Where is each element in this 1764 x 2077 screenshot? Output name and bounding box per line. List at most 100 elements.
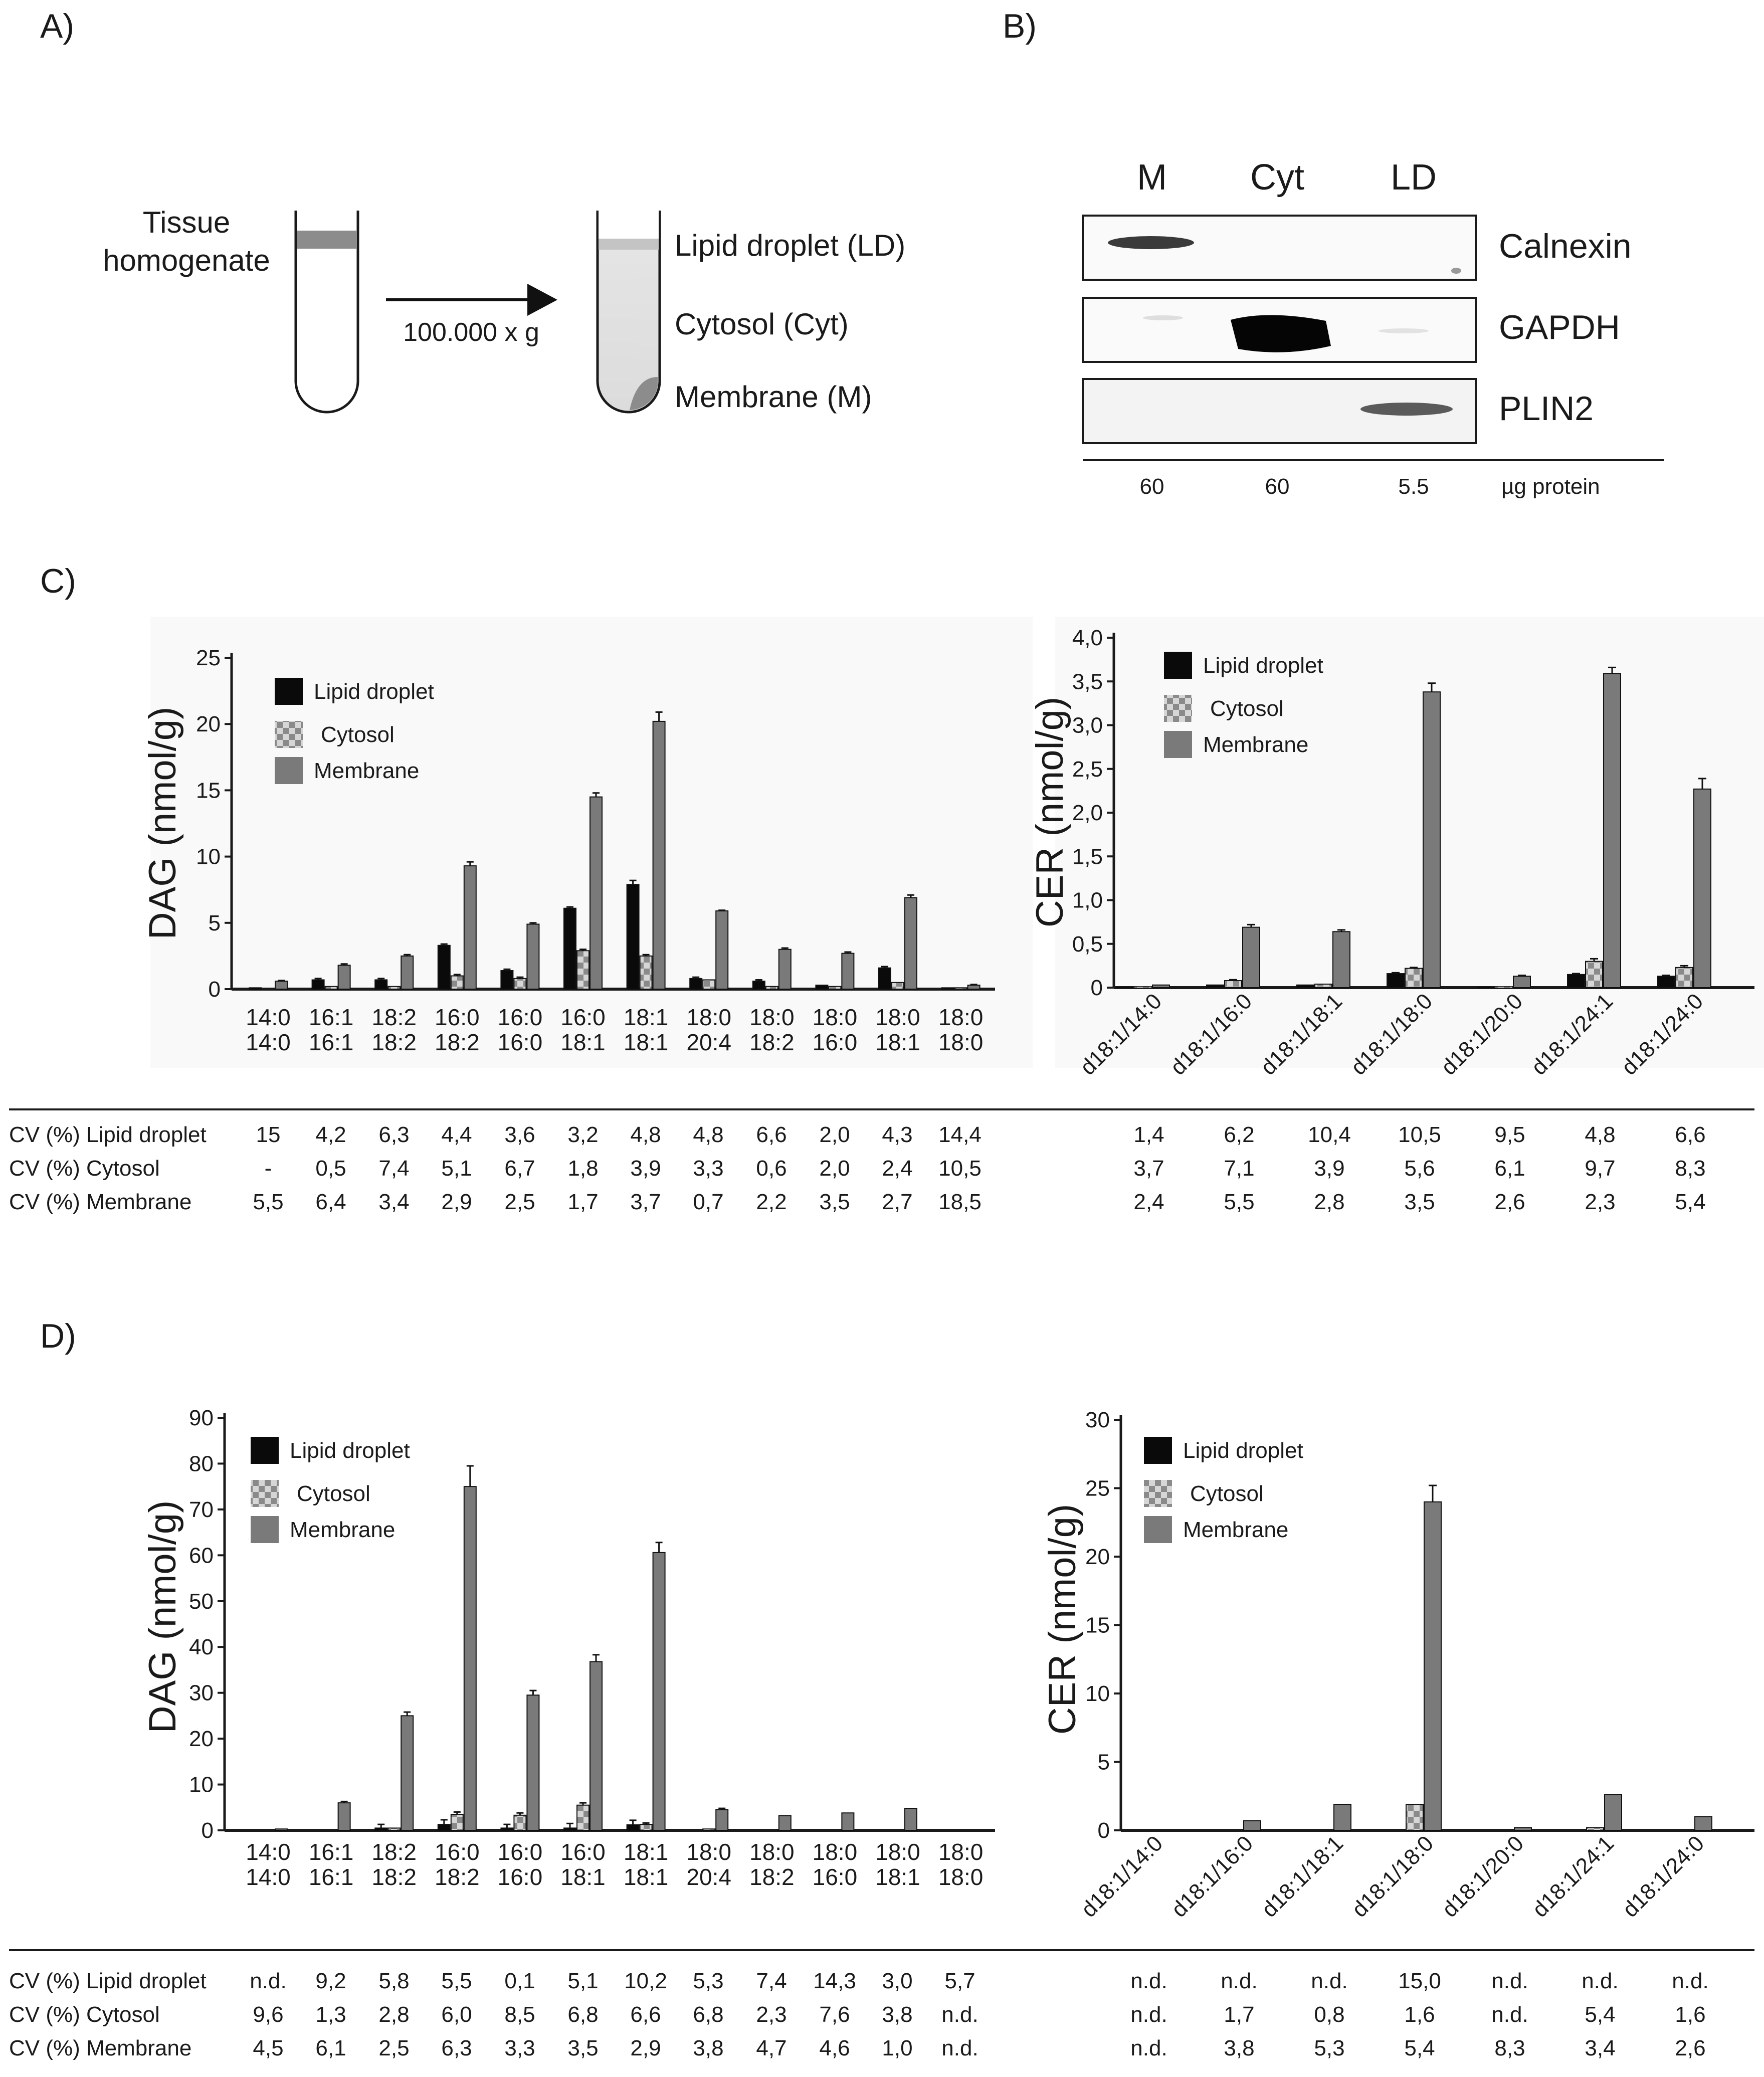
bar-membrane	[275, 981, 288, 990]
cv-value: 5,1	[567, 1969, 598, 1993]
bar-cytosol	[828, 986, 842, 990]
cv-value: 9,2	[315, 1969, 346, 1993]
cv-value: 6,6	[630, 2002, 661, 2027]
bar-membrane	[1603, 673, 1621, 989]
bar-cytosol	[1314, 984, 1332, 989]
bar-membrane	[1513, 976, 1531, 988]
bar-membrane	[841, 953, 855, 990]
bar-cytosol	[576, 1804, 590, 1831]
lane-label-cyt: Cyt	[1250, 157, 1304, 198]
bar-membrane	[463, 1486, 477, 1831]
bar-cytosol	[639, 955, 653, 990]
panel-b-western-blot: M Cyt LD Calnexin GAPDH PLIN2 60 60 5.5 …	[1082, 157, 1664, 499]
cv-value: 6,2	[1224, 1122, 1254, 1147]
x-tick-label: 16:1	[309, 1004, 354, 1030]
blot-plin2	[1082, 378, 1477, 444]
bar-membrane	[401, 955, 414, 990]
bar-membrane	[526, 923, 540, 990]
bar-lipid-droplet	[563, 1827, 576, 1831]
bar-membrane	[1604, 1794, 1622, 1831]
bar-lipid-droplet	[941, 987, 954, 990]
legend-swatch	[1144, 1437, 1172, 1464]
cv-value: 3,8	[882, 2002, 912, 2027]
cv-value: 1,4	[1133, 1122, 1164, 1147]
y-tick-label: 0,5	[1072, 932, 1103, 957]
cv-value: 2,7	[882, 1190, 912, 1214]
cv-value: 4,6	[819, 2036, 850, 2060]
legend-swatch	[1164, 652, 1192, 679]
bar-membrane	[1423, 691, 1441, 988]
cv-value: 3,5	[1404, 1190, 1435, 1214]
cv-value: 4,8	[1585, 1122, 1615, 1147]
cv-value: 2,4	[1133, 1190, 1164, 1214]
y-tick-label: 10	[1085, 1681, 1110, 1706]
x-tick-label: 18:1	[624, 1839, 669, 1865]
y-tick-label: 10	[189, 1773, 214, 1797]
x-tick-label: 16:0	[560, 1004, 606, 1030]
cv-value: 0,1	[504, 1969, 535, 1993]
cv-value: 1,3	[315, 2002, 346, 2027]
x-tick-label: d18:1/16:0	[1166, 1831, 1258, 1922]
bar-cytosol	[1406, 1804, 1424, 1831]
bar-membrane	[1332, 931, 1350, 988]
bar-membrane	[590, 1661, 603, 1831]
cv-value: 3,7	[1133, 1156, 1164, 1181]
legend-label: Membrane	[314, 759, 419, 783]
x-tick-label: 20:4	[686, 1029, 731, 1055]
x-tick-label: d18:1/18:1	[1257, 1831, 1348, 1922]
legend-label: Cytosol	[1210, 696, 1284, 721]
bar-cytosol	[639, 1824, 653, 1831]
legend-swatch	[251, 1480, 279, 1507]
panel-c-cer-backdrop	[1055, 617, 1764, 1068]
cv-table-d: CV (%) Lipid droplet n.d. 9,2 5,8 5,5 0,1 5,1 1…	[9, 1969, 1709, 2060]
cv-value: 6,8	[693, 2002, 723, 2027]
legend-swatch	[1164, 695, 1192, 722]
y-tick-label: 1,5	[1072, 844, 1103, 869]
cv-value: 3,9	[1314, 1156, 1344, 1181]
panel-label-d: D)	[40, 1317, 76, 1355]
x-tick-label: 16:1	[309, 1839, 354, 1865]
bar-cytosol	[702, 979, 716, 990]
legend-label: Cytosol	[297, 1481, 370, 1506]
bar-lipid-droplet	[626, 1824, 640, 1831]
cv-value: 3,5	[567, 2036, 598, 2060]
x-tick-label: 18:2	[435, 1864, 480, 1890]
bar-membrane	[337, 1802, 351, 1831]
bar-lipid-droplet	[311, 979, 325, 990]
bar-lipid-droplet	[1387, 973, 1405, 988]
x-tick-label: 18:0	[875, 1839, 920, 1865]
cv-value: 5,1	[441, 1156, 472, 1181]
legend-swatch	[251, 1516, 279, 1543]
y-tick-label: 20	[1085, 1545, 1110, 1569]
bar-lipid-droplet	[689, 978, 703, 990]
cv-value: 5,4	[1675, 1190, 1705, 1214]
bar-membrane	[401, 1715, 414, 1831]
cv-value: n.d.	[1491, 2002, 1528, 2027]
bar-lipid-droplet	[878, 967, 891, 990]
cv-value: 0,7	[693, 1190, 723, 1214]
amount-m: 60	[1140, 474, 1164, 499]
bar-membrane	[1242, 926, 1260, 988]
x-tick-label: 16:0	[498, 1864, 543, 1890]
bar-membrane	[967, 985, 981, 990]
bar-lipid-droplet	[249, 987, 262, 990]
y-tick-label: 15	[1085, 1613, 1110, 1638]
fraction-cyt-label: Cytosol (Cyt)	[675, 307, 849, 341]
cv-value: 5,8	[378, 1969, 409, 1993]
fraction-m-label: Membrane (M)	[675, 380, 872, 414]
cv-value: 10,2	[624, 1969, 667, 1993]
cv-value: 2,8	[378, 2002, 409, 2027]
cv-value: 0,6	[756, 1156, 787, 1181]
cv-value: 14,3	[813, 1969, 856, 1993]
chart-d-dag: 0 10 20 30 40 50 60 70 80 90 DAG (nmol/g) 14:014:0 1…	[141, 1406, 995, 1890]
cv-value: 1,8	[567, 1156, 598, 1181]
cv-value: 0,5	[315, 1156, 346, 1181]
bar-cytosol	[513, 1814, 527, 1831]
cv-row-label: CV (%) Cytosol	[9, 2002, 160, 2027]
x-tick-label: d18:1/14:0	[1076, 1831, 1167, 1922]
cv-value: 2,4	[882, 1156, 912, 1181]
cv-value: 6,1	[315, 2036, 346, 2060]
cv-value: 10,5	[1398, 1122, 1441, 1147]
y-tick-label: 5	[1098, 1750, 1110, 1775]
bar-cytosol	[1134, 987, 1151, 988]
